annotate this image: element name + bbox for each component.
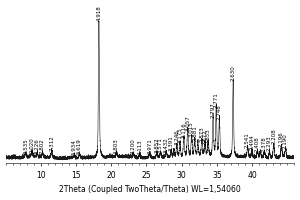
Text: 8.226: 8.226 xyxy=(35,139,40,154)
Text: 4.113: 4.113 xyxy=(137,139,142,155)
X-axis label: 2Theta (Coupled TwoTheta/Theta) WL=1,54060: 2Theta (Coupled TwoTheta/Theta) WL=1,540… xyxy=(59,185,241,194)
Text: 3.246: 3.246 xyxy=(174,130,179,145)
Text: 2.672: 2.672 xyxy=(202,129,208,145)
Text: 2.541: 2.541 xyxy=(245,132,250,148)
Text: 2.408: 2.408 xyxy=(255,136,260,152)
Text: 2.748: 2.748 xyxy=(217,104,222,120)
Text: 2.378: 2.378 xyxy=(262,136,267,152)
Text: 5.934: 5.934 xyxy=(72,139,77,155)
Text: 2.208: 2.208 xyxy=(271,129,276,144)
Text: 2.196: 2.196 xyxy=(279,131,284,147)
Text: 3.432: 3.432 xyxy=(164,137,169,153)
Text: 7.312: 7.312 xyxy=(49,136,54,151)
Text: 3.571: 3.571 xyxy=(158,137,163,153)
Text: 5.619: 5.619 xyxy=(77,138,82,154)
Text: 3.057: 3.057 xyxy=(185,115,190,131)
Text: 3.391: 3.391 xyxy=(169,135,174,151)
Text: 4.918: 4.918 xyxy=(96,5,101,21)
Text: 3.175: 3.175 xyxy=(177,127,182,143)
Text: 4.803: 4.803 xyxy=(114,138,119,154)
Text: 2.771: 2.771 xyxy=(214,93,219,108)
Text: 2.873: 2.873 xyxy=(199,126,204,142)
Text: 2.494: 2.494 xyxy=(249,135,254,150)
Text: 2.853: 2.853 xyxy=(206,128,211,144)
Text: 9.535: 9.535 xyxy=(23,138,28,154)
Text: 3.015: 3.015 xyxy=(189,121,194,137)
Text: 3.116: 3.116 xyxy=(181,122,186,138)
Text: 3.971: 3.971 xyxy=(147,139,152,154)
Text: 2.190: 2.190 xyxy=(283,133,288,149)
Text: 7.802: 7.802 xyxy=(40,138,45,154)
Text: 9.020: 9.020 xyxy=(29,137,34,153)
Text: 2.881: 2.881 xyxy=(192,125,197,141)
Text: 2.797: 2.797 xyxy=(211,102,216,118)
Text: 3.852: 3.852 xyxy=(154,138,159,153)
Text: 4.200: 4.200 xyxy=(131,139,136,154)
Text: 2.293: 2.293 xyxy=(267,135,272,151)
Text: 2.630: 2.630 xyxy=(231,65,236,81)
